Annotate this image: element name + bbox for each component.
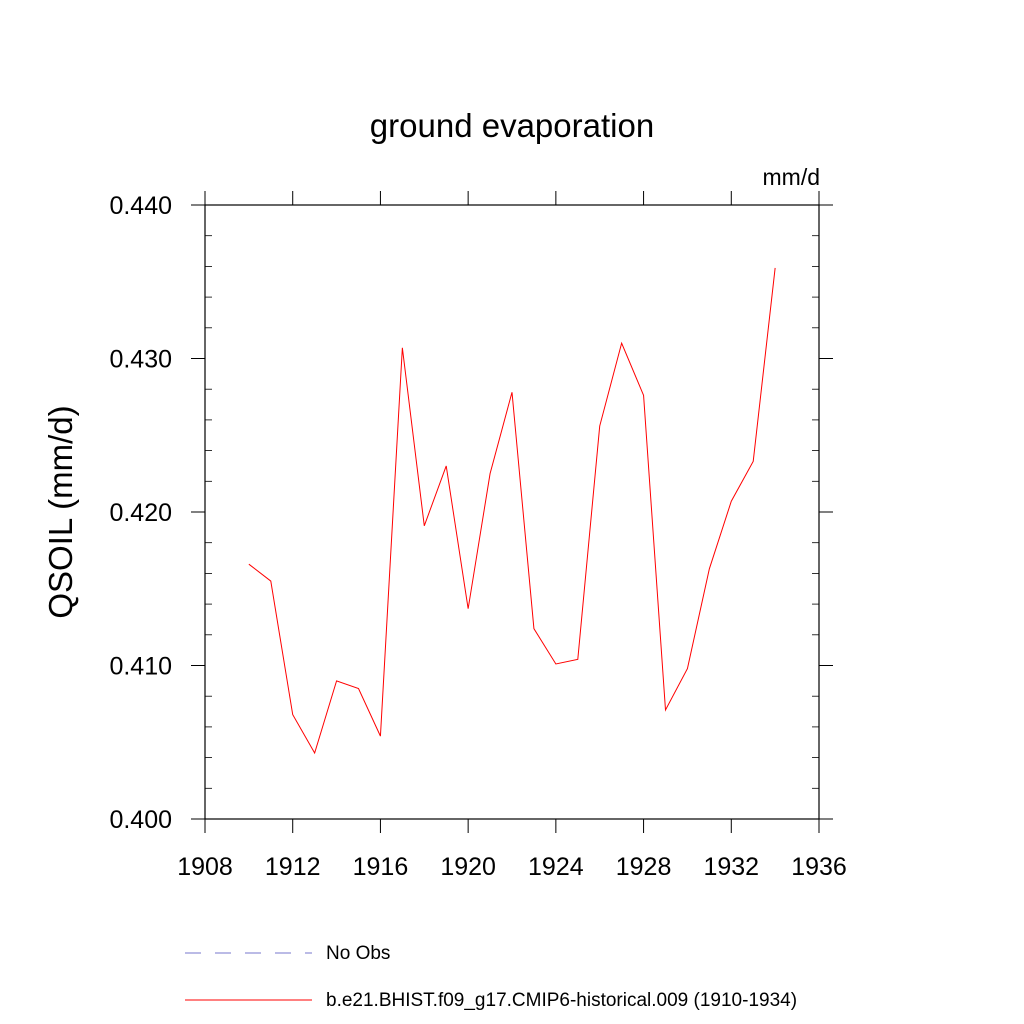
legend-label-no-obs: No Obs xyxy=(326,943,390,964)
x-tick-label: 1928 xyxy=(616,853,672,881)
y-tick-label: 0.410 xyxy=(109,653,172,681)
series-line-0 xyxy=(248,267,776,755)
axis-ticks xyxy=(191,191,833,833)
x-tick-label: 1908 xyxy=(177,853,233,881)
plot-frame xyxy=(204,204,820,820)
legend-label-model: b.e21.BHIST.f09_g17.CMIP6-historical.009… xyxy=(326,990,797,1011)
x-tick-label: 1916 xyxy=(353,853,409,881)
units-label: mm/d xyxy=(763,164,821,190)
x-tick-label: 1932 xyxy=(703,853,759,881)
tick-labels: 1908 1912 1916 1920 1924 1928 1932 1936 0.400 0.4… xyxy=(109,192,846,881)
chart-title: ground evaporation xyxy=(370,107,654,144)
y-axis-label: QSOIL (mm/d) xyxy=(42,405,79,618)
y-tick-label: 0.440 xyxy=(109,192,172,220)
y-tick-label: 0.420 xyxy=(109,499,172,527)
legend: No Obs b.e21.BHIST.f09_g17.CMIP6-histori… xyxy=(185,943,797,1011)
y-tick-label: 0.430 xyxy=(109,346,172,374)
x-tick-label: 1920 xyxy=(440,853,496,881)
x-tick-label: 1912 xyxy=(265,853,321,881)
series-layer xyxy=(248,267,776,755)
y-tick-label: 0.400 xyxy=(109,806,172,834)
x-tick-label: 1936 xyxy=(791,853,847,881)
x-tick-label: 1924 xyxy=(528,853,584,881)
